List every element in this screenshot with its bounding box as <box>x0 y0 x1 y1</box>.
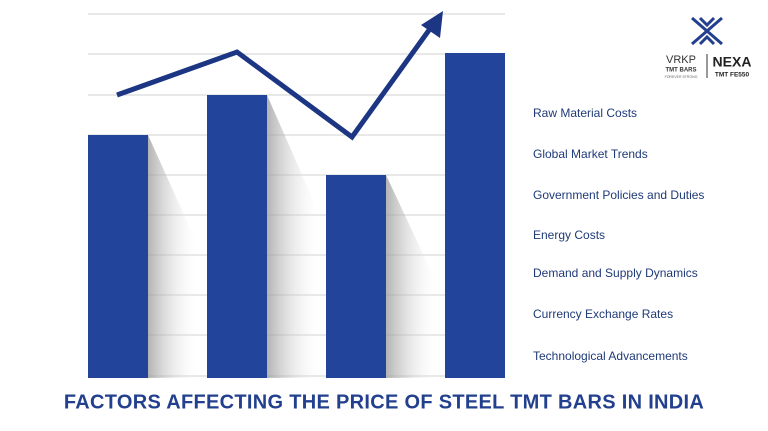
logo: VRKP TMT BARS FOREVER STRONG NEXA TMT FE… <box>665 16 752 79</box>
partner-sub: TMT FE550 <box>715 72 750 79</box>
factor-list: Raw Material Costs Global Market Trends Go… <box>533 106 704 363</box>
factor: Government Policies and Duties <box>533 188 704 202</box>
factor: Energy Costs <box>533 228 605 242</box>
bar-shadows <box>148 95 440 378</box>
factor: Demand and Supply Dynamics <box>533 266 698 280</box>
trend-arrow <box>116 11 443 141</box>
factor: Global Market Trends <box>533 147 648 161</box>
brand: VRKP <box>666 54 696 66</box>
partner: NEXA <box>713 54 752 70</box>
factor: Currency Exchange Rates <box>533 307 673 321</box>
brand-sub: TMT BARS <box>666 68 697 74</box>
title: FACTORS AFFECTING THE PRICE OF STEEL TMT… <box>64 391 704 413</box>
brand-tagline: FOREVER STRONG <box>665 75 698 79</box>
factor: Technological Advancements <box>533 349 688 363</box>
factor: Raw Material Costs <box>533 106 637 120</box>
bars <box>88 53 505 378</box>
